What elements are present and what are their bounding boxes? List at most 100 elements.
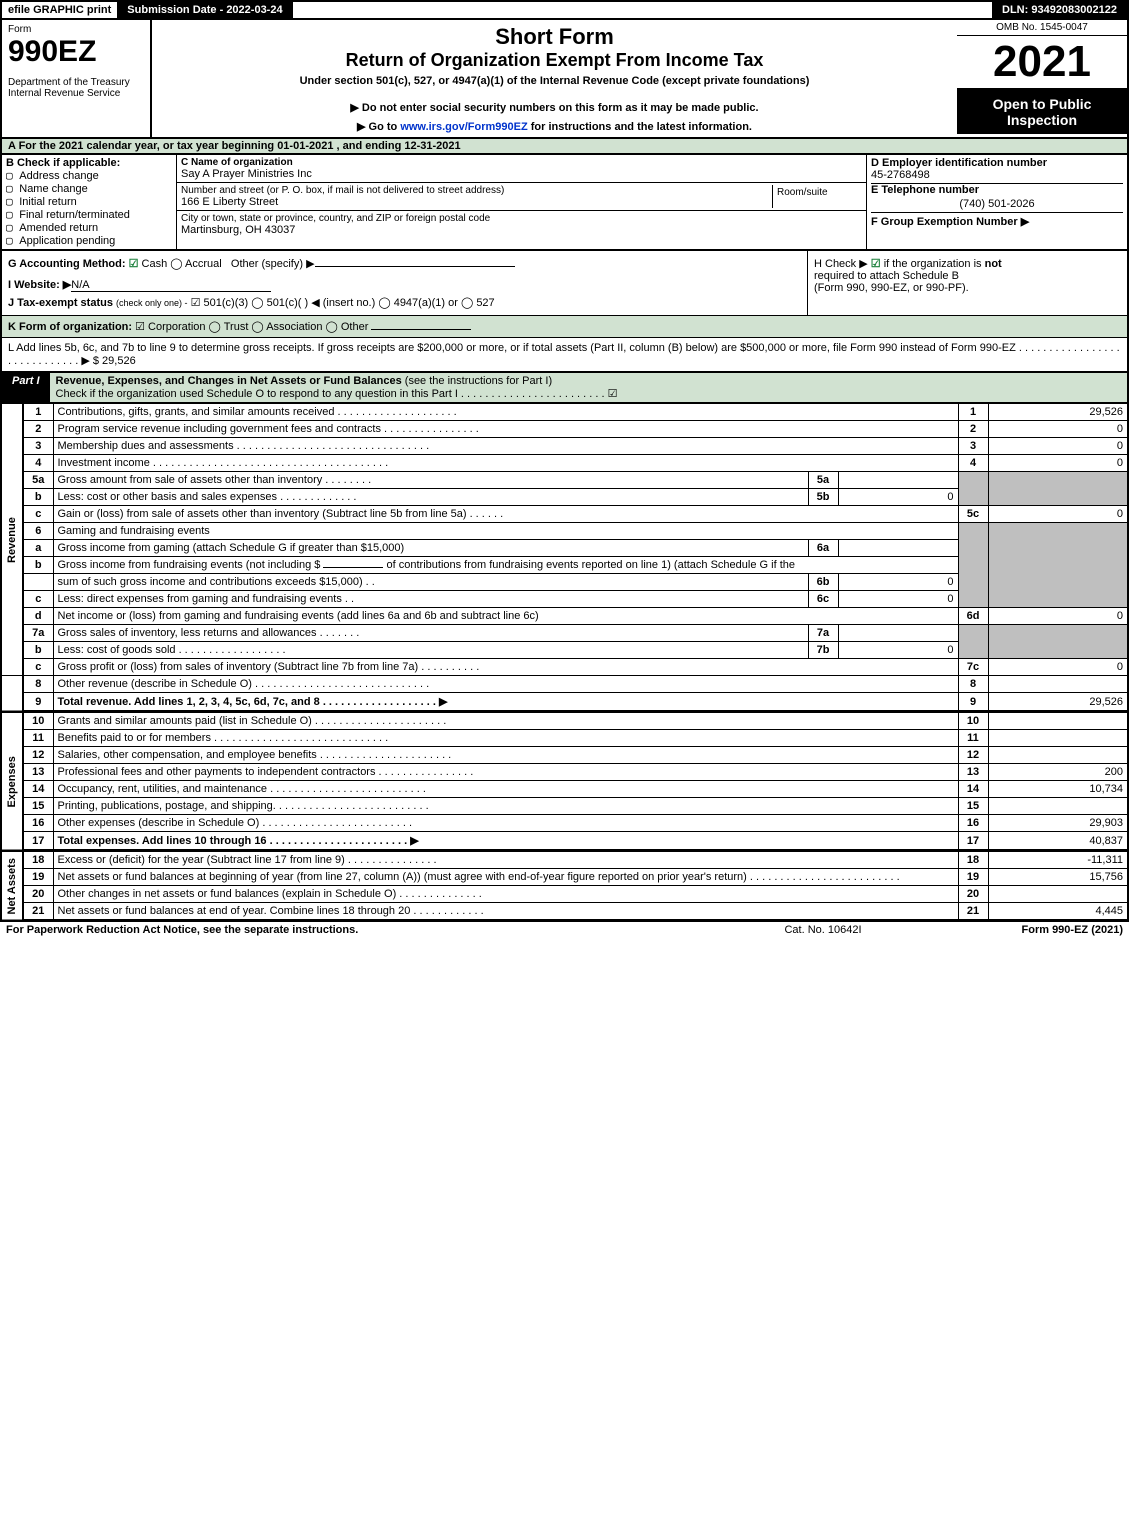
footer: For Paperwork Reduction Act Notice, see … <box>0 921 1129 938</box>
ln6b-desc: Gross income from fundraising events (no… <box>53 557 958 574</box>
cash-label: Cash <box>142 258 168 270</box>
ln6: 6 <box>23 523 53 540</box>
ln4-num: 4 <box>958 455 988 472</box>
side-rev2 <box>1 676 23 712</box>
ln17-d: Total expenses. Add lines 10 through 16 … <box>58 835 419 847</box>
ln3-val: 0 <box>988 438 1128 455</box>
ln7a-val <box>988 625 1128 659</box>
ln17-desc: Total expenses. Add lines 10 through 16 … <box>53 832 958 851</box>
short-form-title: Short Form <box>495 24 614 50</box>
part1-check: Check if the organization used Schedule … <box>56 388 618 400</box>
netassets-table: Net Assets 18Excess or (deficit) for the… <box>0 851 1129 921</box>
row-h-not: not <box>985 258 1002 270</box>
ln7b-inl: 7b <box>808 642 838 659</box>
ln14-num: 14 <box>958 781 988 798</box>
ln10-num: 10 <box>958 713 988 730</box>
efile-label[interactable]: efile GRAPHIC print <box>2 2 117 18</box>
org-name: Say A Prayer Ministries Inc <box>181 168 862 180</box>
row-h-t3: required to attach Schedule B <box>814 270 959 282</box>
ln16-desc: Other expenses (describe in Schedule O) … <box>53 815 958 832</box>
ln9-num: 9 <box>958 693 988 712</box>
form-word: Form <box>8 24 144 35</box>
ln18-desc: Excess or (deficit) for the year (Subtra… <box>53 852 958 869</box>
ln11-desc: Benefits paid to or for members . . . . … <box>53 730 958 747</box>
cash-check[interactable]: ☑ <box>129 258 142 270</box>
row-k-other[interactable] <box>371 329 471 330</box>
ln15: 15 <box>23 798 53 815</box>
f3post: (2021) <box>1088 924 1123 936</box>
ln15-val <box>988 798 1128 815</box>
check-final-label: Final return/terminated <box>19 209 130 221</box>
f3pre: Form <box>1022 924 1053 936</box>
side-revenue: Revenue <box>1 404 23 676</box>
ln6a-inv <box>838 540 958 557</box>
ln7b: b <box>23 642 53 659</box>
ln6-val <box>988 523 1128 608</box>
ln2-val: 0 <box>988 421 1128 438</box>
row-h-t1: H Check ▶ <box>814 258 868 270</box>
ln7a-inl: 7a <box>808 625 838 642</box>
form-ref: Form 990-EZ (2021) <box>923 924 1123 936</box>
check-name[interactable]: ▢ <box>6 182 19 195</box>
ln19-val: 15,756 <box>988 869 1128 886</box>
topbar: efile GRAPHIC print Submission Date - 20… <box>0 0 1129 20</box>
check-initial[interactable]: ▢ <box>6 195 19 208</box>
city-label: City or town, state or province, country… <box>181 213 862 224</box>
ln3-num: 3 <box>958 438 988 455</box>
ln6d-val: 0 <box>988 608 1128 625</box>
check-final[interactable]: ▢ <box>6 208 19 221</box>
ln15-num: 15 <box>958 798 988 815</box>
ln6b-blank[interactable] <box>323 567 383 568</box>
paperwork-notice: For Paperwork Reduction Act Notice, see … <box>6 924 723 936</box>
tel-label: E Telephone number <box>871 184 1123 196</box>
ln19: 19 <box>23 869 53 886</box>
ln13: 13 <box>23 764 53 781</box>
check-addr[interactable]: ▢ <box>6 169 19 182</box>
row-h-check[interactable]: ☑ <box>871 258 884 270</box>
ln13-num: 13 <box>958 764 988 781</box>
ln3-desc: Membership dues and assessments . . . . … <box>53 438 958 455</box>
other-label: Other (specify) ▶ <box>231 258 315 270</box>
row-l-val: 29,526 <box>102 355 136 367</box>
irs-link[interactable]: www.irs.gov/Form990EZ <box>400 121 527 133</box>
ln1-num: 1 <box>958 404 988 421</box>
side-exp: Expenses <box>1 713 23 851</box>
expenses-table: Expenses 10Grants and similar amounts pa… <box>0 712 1129 851</box>
ln6b2-inl: 6b <box>808 574 838 591</box>
ln6b2 <box>23 574 53 591</box>
ln8-desc: Other revenue (describe in Schedule O) .… <box>53 676 958 693</box>
ln9-val: 29,526 <box>988 693 1128 712</box>
main-title: Return of Organization Exempt From Incom… <box>346 50 764 71</box>
ln20: 20 <box>23 886 53 903</box>
ln5c-val: 0 <box>988 506 1128 523</box>
ln4-desc: Investment income . . . . . . . . . . . … <box>53 455 958 472</box>
ln6d: d <box>23 608 53 625</box>
accrual-check[interactable]: ◯ <box>170 258 185 270</box>
row-k-label: K Form of organization: <box>8 321 132 333</box>
ln3: 3 <box>23 438 53 455</box>
ln10: 10 <box>23 713 53 730</box>
ln1-val: 29,526 <box>988 404 1128 421</box>
check-amended[interactable]: ▢ <box>6 221 19 234</box>
ln6d-desc: Net income or (loss) from gaming and fun… <box>53 608 958 625</box>
check-pending[interactable]: ▢ <box>6 234 19 247</box>
row-h-t4: (Form 990, 990-EZ, or 990-PF). <box>814 282 969 294</box>
box-b-title: B Check if applicable: <box>6 157 172 169</box>
ln4-val: 0 <box>988 455 1128 472</box>
ln4: 4 <box>23 455 53 472</box>
row-l-text: L Add lines 5b, 6c, and 7b to line 9 to … <box>8 342 1120 367</box>
ln18-num: 18 <box>958 852 988 869</box>
ln6b: b <box>23 557 53 574</box>
row-l: L Add lines 5b, 6c, and 7b to line 9 to … <box>0 338 1129 373</box>
ln5a-val <box>988 472 1128 506</box>
ln1: 1 <box>23 404 53 421</box>
org-name-label: C Name of organization <box>181 157 862 168</box>
ln5a-inv <box>838 472 958 489</box>
ln6a: a <box>23 540 53 557</box>
other-specify[interactable] <box>315 266 515 267</box>
ln17-val: 40,837 <box>988 832 1128 851</box>
ln7a-inv <box>838 625 958 642</box>
ln2-desc: Program service revenue including govern… <box>53 421 958 438</box>
row-h-t2: if the organization is <box>884 258 982 270</box>
ln13-val: 200 <box>988 764 1128 781</box>
